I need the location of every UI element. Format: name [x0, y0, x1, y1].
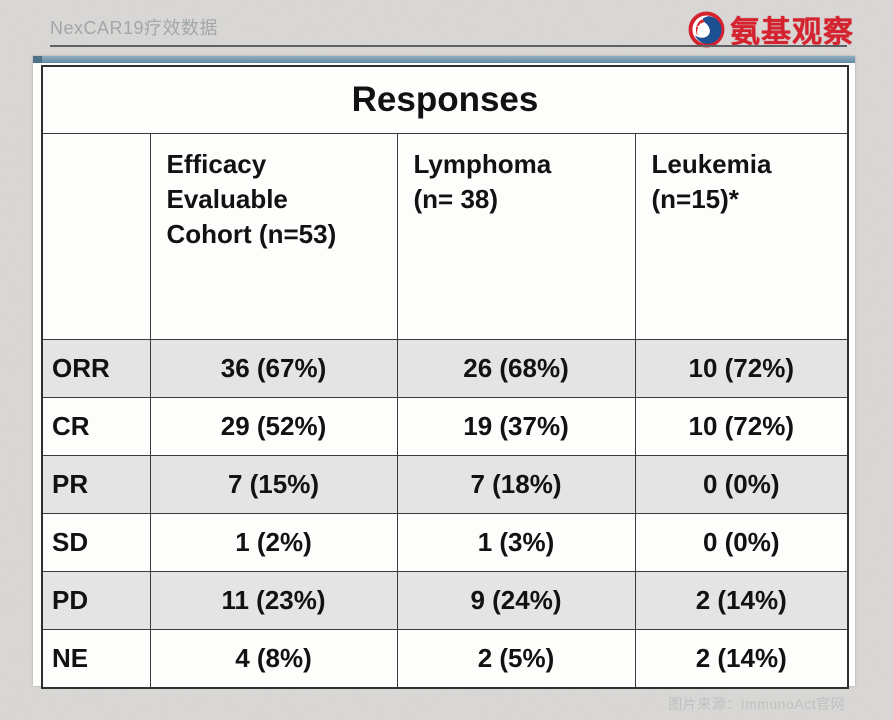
table-title-row: Responses	[41, 65, 849, 134]
table-cell: 19 (37%)	[396, 397, 636, 456]
table-row: ORR 36 (67%) 26 (68%) 10 (72%)	[41, 339, 849, 398]
column-header-blank	[41, 133, 151, 340]
table-figure: Responses Efficacy Evaluable Cohort (n=5…	[33, 56, 855, 689]
brand-name: 氨基观察	[730, 16, 854, 49]
header-divider	[50, 45, 847, 47]
row-label: ORR	[41, 339, 151, 398]
table-cell: 36 (67%)	[149, 339, 398, 398]
table-cell: 0 (0%)	[634, 455, 849, 514]
swirl-drop-logo-icon	[688, 11, 725, 48]
row-label: PD	[41, 571, 151, 630]
table-cell: 2 (14%)	[634, 571, 849, 630]
figure-top-bar	[33, 56, 855, 63]
table-cell: 1 (2%)	[149, 513, 398, 572]
brand-logo: 氨基观察	[688, 7, 854, 51]
table-cell: 0 (0%)	[634, 513, 849, 572]
table-body: ORR 36 (67%) 26 (68%) 10 (72%) CR 29 (52%) 19 …	[41, 339, 849, 688]
table-cell: 11 (23%)	[149, 571, 398, 630]
table-title: Responses	[41, 65, 849, 134]
row-label: NE	[41, 629, 151, 688]
table-cell: 26 (68%)	[396, 339, 636, 398]
table-cell: 1 (3%)	[396, 513, 636, 572]
page-title: NexCAR19疗效数据	[50, 18, 219, 38]
table-cell: 2 (14%)	[634, 629, 849, 688]
table-cell: 10 (72%)	[634, 339, 849, 398]
table-cell: 7 (18%)	[396, 455, 636, 514]
responses-table: Responses Efficacy Evaluable Cohort (n=5…	[41, 65, 849, 689]
table-row: NE 4 (8%) 2 (5%) 2 (14%)	[41, 629, 849, 688]
row-label: CR	[41, 397, 151, 456]
table-cell: 10 (72%)	[634, 397, 849, 456]
row-label: SD	[41, 513, 151, 572]
table-cell: 9 (24%)	[396, 571, 636, 630]
table-header-row: Efficacy Evaluable Cohort (n=53) Lymphom…	[41, 133, 849, 340]
row-label: PR	[41, 455, 151, 514]
image-source-caption: 图片来源：ImmunoAct官网	[668, 696, 845, 712]
table-cell: 29 (52%)	[149, 397, 398, 456]
figure-top-bar-cap	[33, 56, 42, 63]
table-row: PD 11 (23%) 9 (24%) 2 (14%)	[41, 571, 849, 630]
table-cell: 7 (15%)	[149, 455, 398, 514]
column-header-lymphoma: Lymphoma (n= 38)	[396, 133, 636, 340]
table-cell: 4 (8%)	[149, 629, 398, 688]
table-row: SD 1 (2%) 1 (3%) 0 (0%)	[41, 513, 849, 572]
table-row: CR 29 (52%) 19 (37%) 10 (72%)	[41, 397, 849, 456]
column-header-leukemia: Leukemia (n=15)*	[634, 133, 849, 340]
table-row: PR 7 (15%) 7 (18%) 0 (0%)	[41, 455, 849, 514]
column-header-efficacy-cohort: Efficacy Evaluable Cohort (n=53)	[149, 133, 398, 340]
table-cell: 2 (5%)	[396, 629, 636, 688]
